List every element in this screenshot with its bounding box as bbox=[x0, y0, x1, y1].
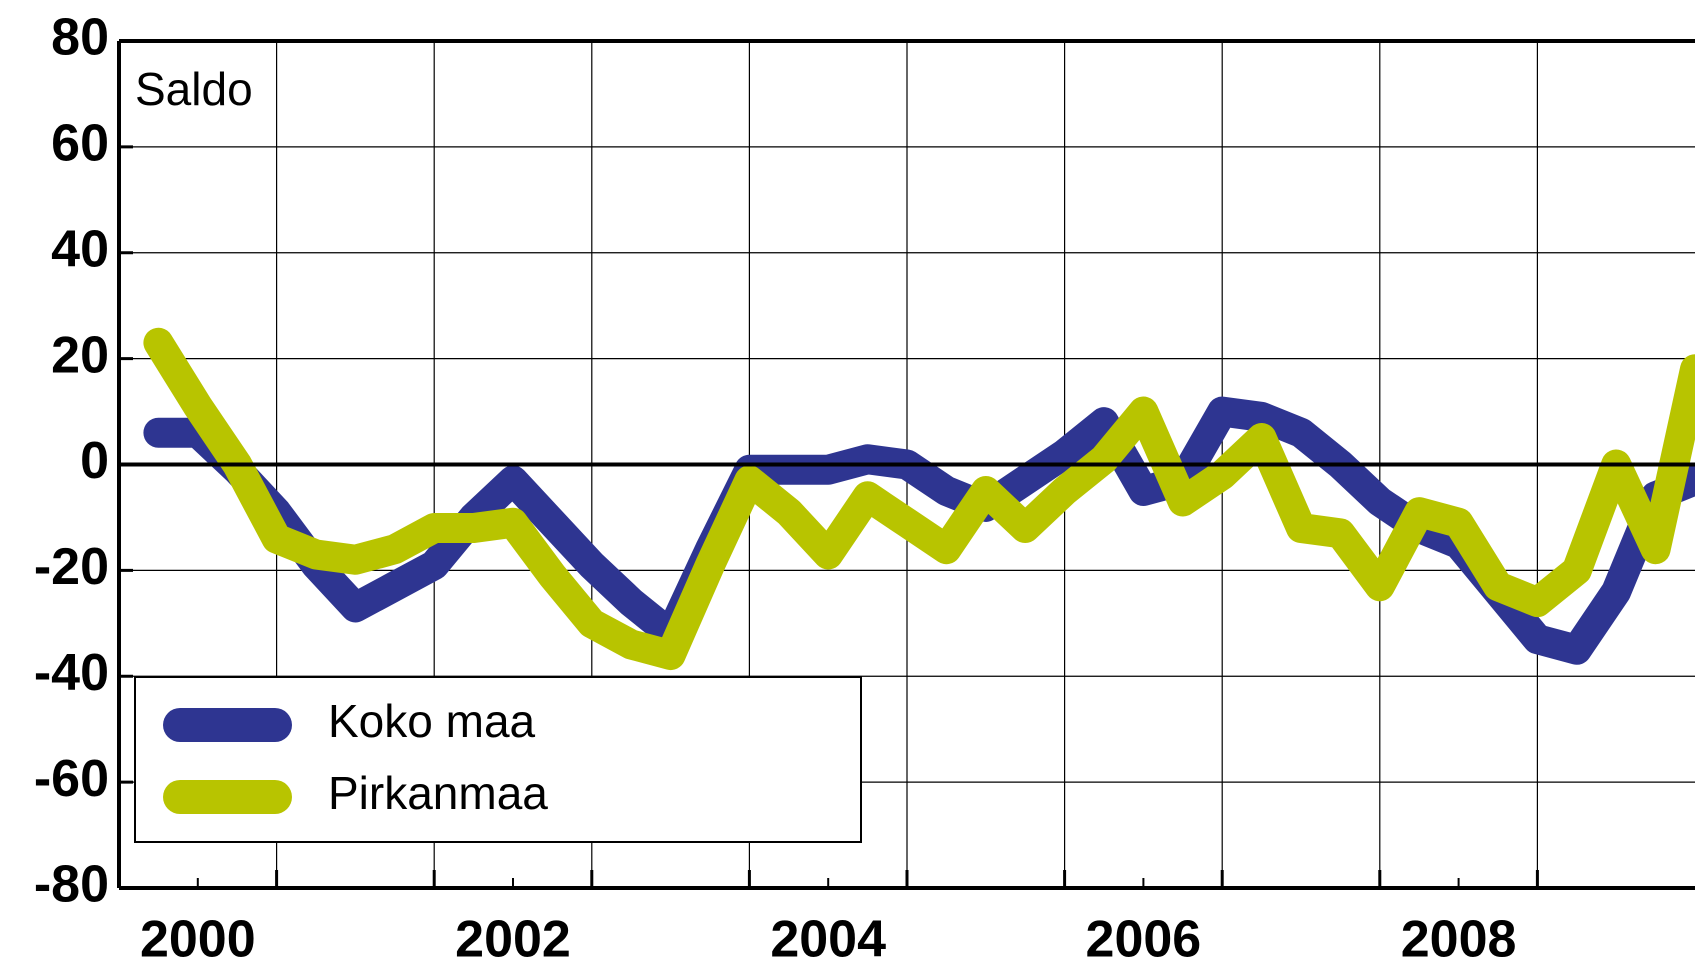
y-tick-label: -60 bbox=[34, 750, 109, 808]
x-tick-label: 2004 bbox=[770, 911, 886, 969]
y-tick-label: 0 bbox=[80, 432, 109, 490]
line-series bbox=[143, 396, 1695, 665]
y-tick-label: -40 bbox=[34, 644, 109, 702]
x-tick-label: 2000 bbox=[140, 911, 256, 969]
legend-label: Koko maa bbox=[328, 695, 536, 747]
y-tick-label: 60 bbox=[51, 115, 109, 173]
legend-box bbox=[134, 676, 862, 843]
x-tick-label: 2008 bbox=[1401, 911, 1517, 969]
line-series bbox=[143, 327, 1695, 671]
plot-lines bbox=[143, 327, 1695, 671]
x-tick-label: 2002 bbox=[455, 911, 571, 969]
y-tick-label: 40 bbox=[51, 220, 109, 278]
y-tick-label: 20 bbox=[51, 326, 109, 384]
frame bbox=[117, 39, 1695, 890]
y-tick-label: -80 bbox=[34, 856, 109, 914]
x-tick-label: 2006 bbox=[1086, 911, 1202, 969]
legend-label: Pirkanmaa bbox=[328, 767, 548, 819]
y-tick-label: -20 bbox=[34, 538, 109, 596]
legend: Koko maa Pirkanmaa bbox=[134, 676, 862, 843]
y-tick-label: 80 bbox=[51, 9, 109, 67]
annotation: Saldo bbox=[135, 63, 253, 115]
